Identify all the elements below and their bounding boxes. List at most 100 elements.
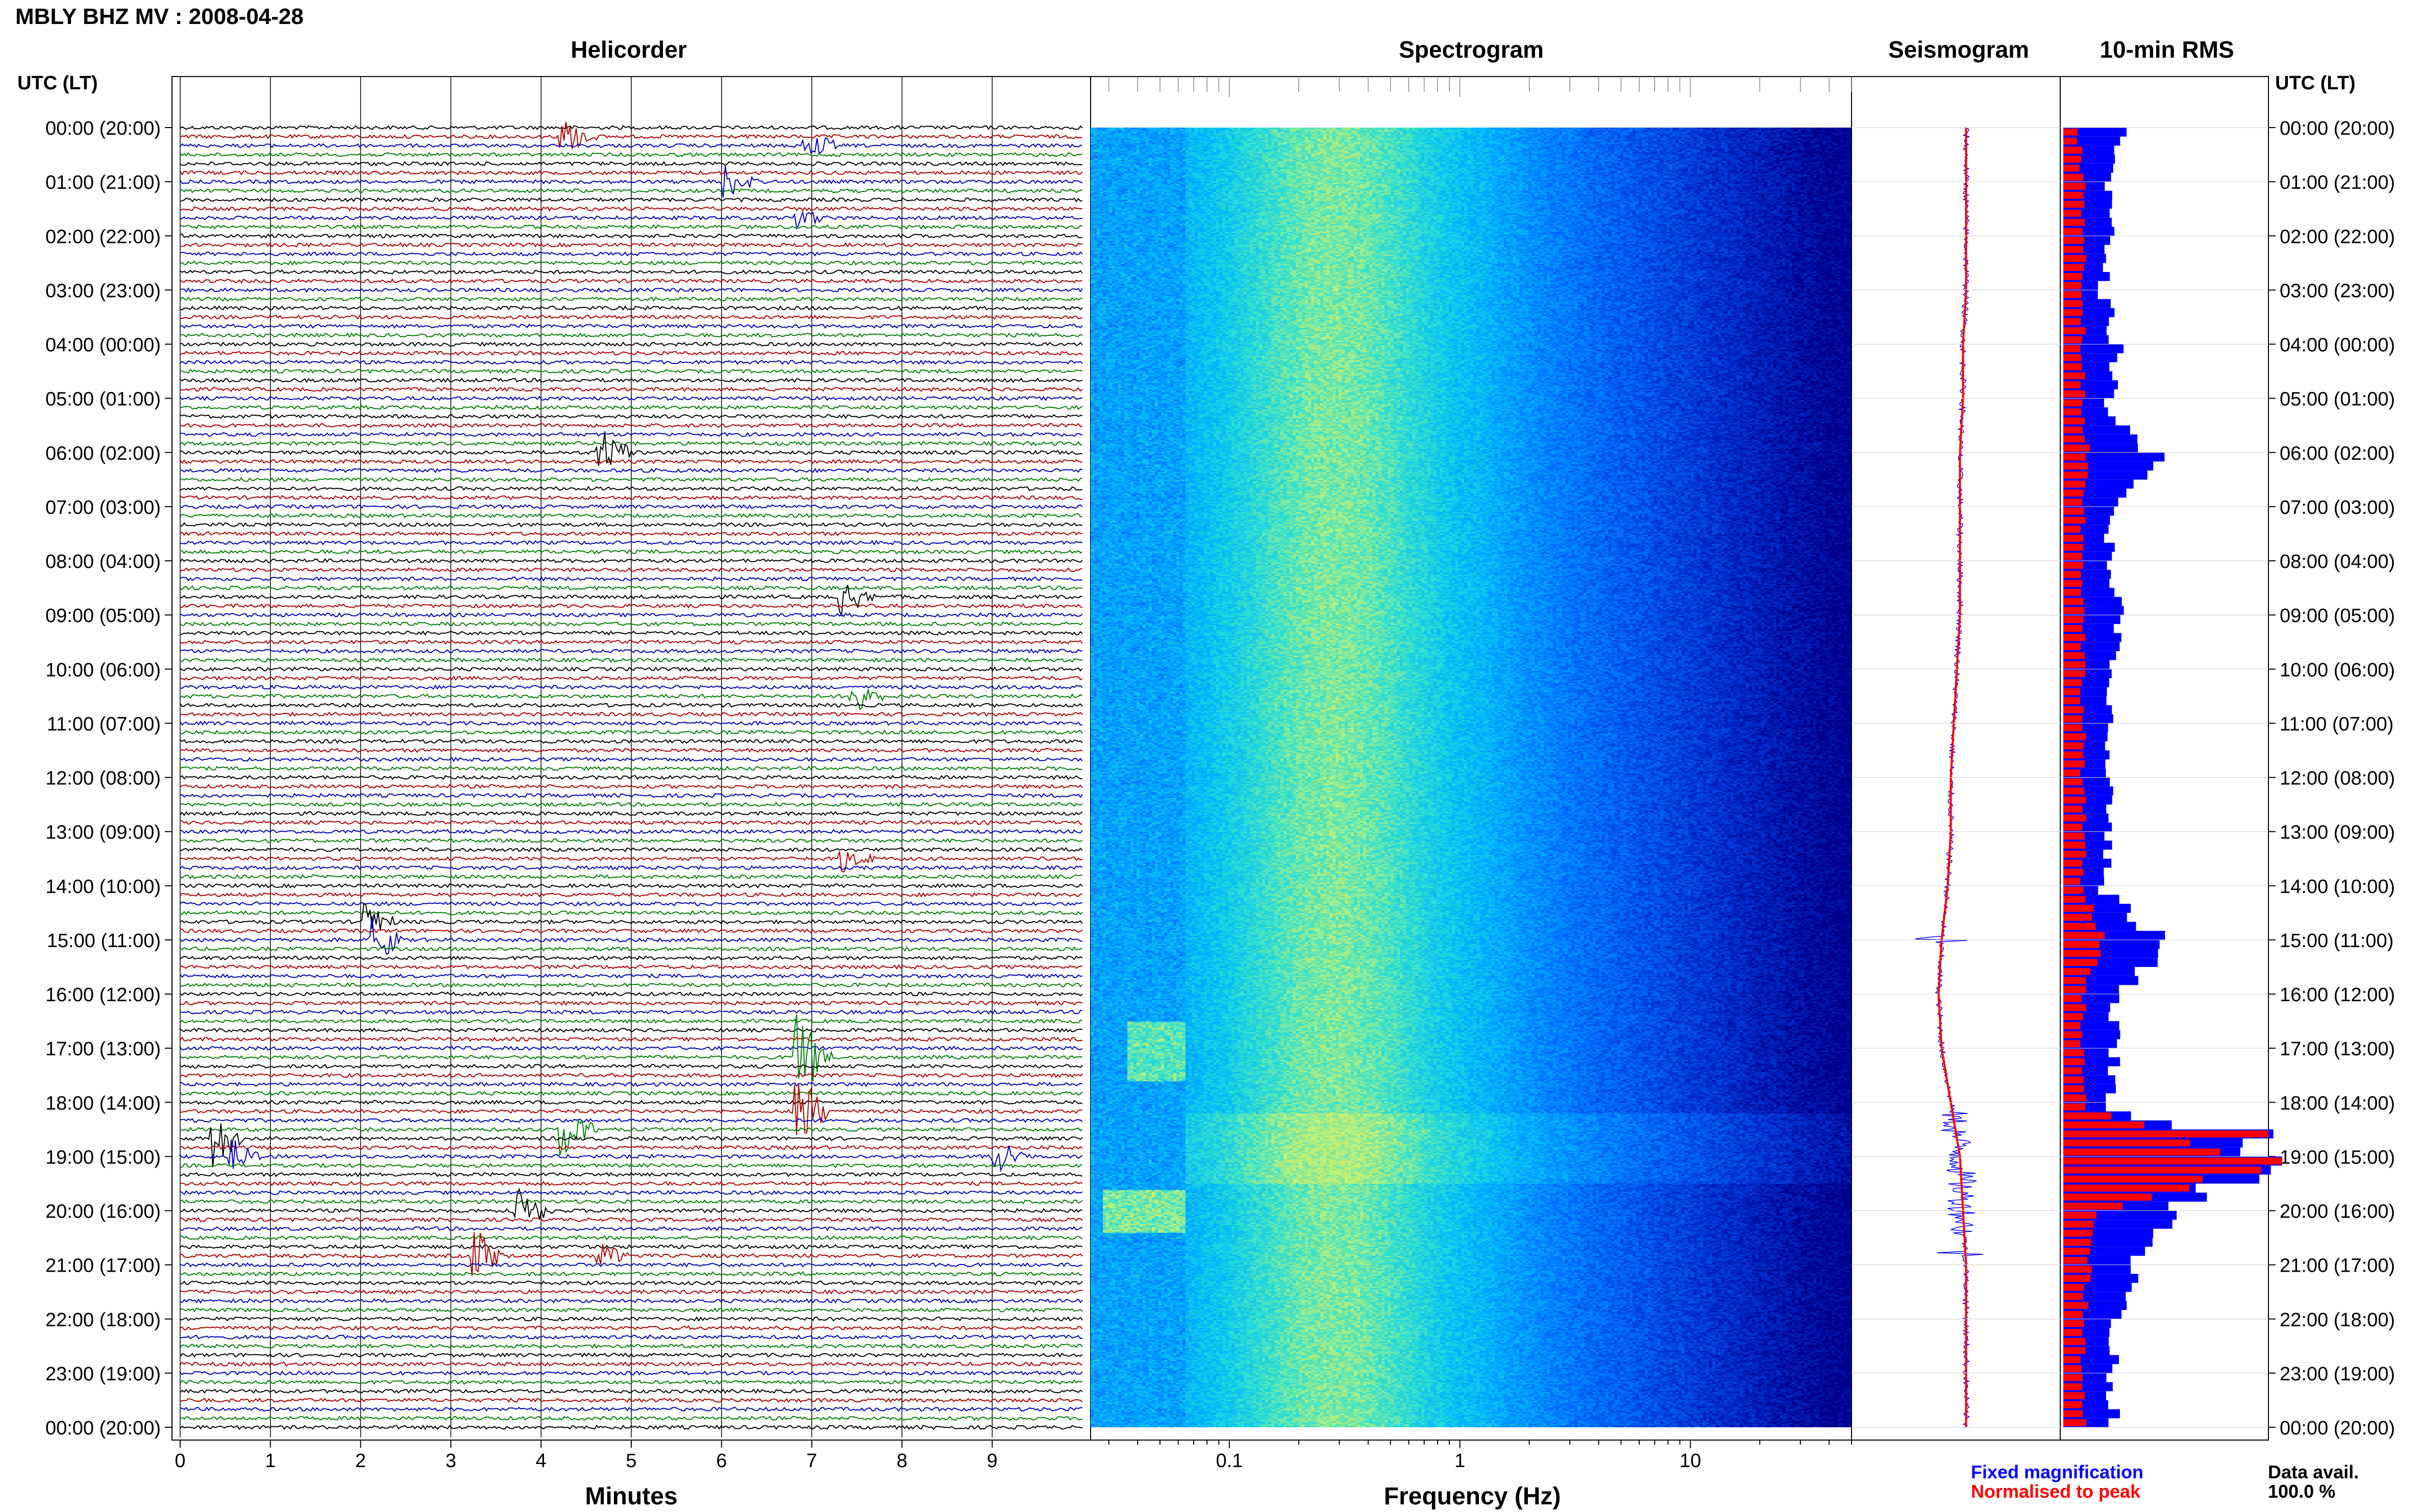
helicorder-trace bbox=[180, 1424, 1083, 1430]
rms-bar-normalised bbox=[2063, 1040, 2081, 1048]
rms-bar-normalised bbox=[2063, 291, 2082, 299]
time-label-right: 22:00 (18:00) bbox=[2280, 1309, 2395, 1331]
helicorder-trace bbox=[180, 973, 1083, 979]
helicorder-trace bbox=[180, 513, 1083, 518]
time-label-left: 00:00 (20:00) bbox=[45, 1418, 161, 1439]
helicorder-trace bbox=[180, 165, 1083, 198]
time-label-right: 19:00 (15:00) bbox=[2280, 1147, 2395, 1168]
helicorder-trace bbox=[180, 585, 1083, 591]
helicorder-trace bbox=[180, 1298, 1083, 1304]
helicorder-trace bbox=[180, 838, 1083, 844]
seismogram-title: Seismogram bbox=[1888, 36, 2030, 63]
rms-bar-normalised bbox=[2063, 778, 2083, 786]
rms-bar-normalised bbox=[2063, 1238, 2091, 1246]
helicorder-trace bbox=[180, 928, 1083, 934]
rms-bar-normalised bbox=[2063, 1175, 2203, 1183]
helicorder-trace bbox=[180, 901, 1083, 907]
rms-bar-normalised bbox=[2063, 146, 2083, 154]
time-label-right: 13:00 (09:00) bbox=[2280, 822, 2395, 844]
helicorder-trace bbox=[180, 260, 1083, 266]
rms-bar-normalised bbox=[2063, 688, 2081, 696]
helicorder-trace bbox=[180, 1343, 1083, 1349]
rms-bar-normalised bbox=[2063, 372, 2085, 380]
time-label-right: 10:00 (06:00) bbox=[2280, 659, 2395, 681]
time-label-left: 11:00 (07:00) bbox=[47, 713, 161, 735]
rms-bar-normalised bbox=[2063, 995, 2082, 1002]
helicorder-trace bbox=[180, 332, 1083, 338]
time-label-left: 06:00 (02:00) bbox=[45, 443, 161, 464]
helicorder-trace bbox=[180, 729, 1083, 735]
helicorder-trace bbox=[180, 188, 1083, 193]
rms-bar-normalised bbox=[2063, 435, 2085, 443]
rms-bar-normalised bbox=[2063, 228, 2083, 235]
helicorder-trace bbox=[180, 612, 1083, 618]
rms-bar-normalised bbox=[2063, 1194, 2152, 1201]
rms-bar-normalised bbox=[2063, 1112, 2112, 1120]
helicorder-trace bbox=[180, 1063, 1083, 1069]
rms-bar-fixed bbox=[2063, 136, 2120, 146]
rms-bar-normalised bbox=[2063, 327, 2086, 334]
rms-bar-normalised bbox=[2063, 1022, 2081, 1029]
helicorder-trace bbox=[180, 1361, 1083, 1367]
rms-bar-normalised bbox=[2063, 173, 2084, 181]
helicorder-trace bbox=[180, 584, 1083, 617]
helicorder-trace bbox=[180, 874, 1083, 880]
time-label-left: 07:00 (03:00) bbox=[45, 497, 161, 518]
helicorder-trace bbox=[180, 1388, 1083, 1394]
rms-bar-normalised bbox=[2063, 1103, 2085, 1110]
rms-bar-normalised bbox=[2063, 562, 2083, 569]
rms-bar-normalised bbox=[2063, 878, 2081, 885]
rms-bars bbox=[2060, 127, 2282, 1428]
rms-bar-normalised bbox=[2063, 607, 2085, 614]
helicorder-trace bbox=[180, 486, 1083, 491]
helicorder-trace bbox=[180, 224, 1083, 230]
time-label-left: 15:00 (11:00) bbox=[47, 930, 161, 952]
rms-bar-normalised bbox=[2063, 1004, 2086, 1011]
rms-bar-normalised bbox=[2063, 841, 2085, 849]
helicorder-trace bbox=[180, 1416, 1083, 1421]
rms-bar-normalised bbox=[2063, 814, 2086, 822]
helicorder-trace bbox=[180, 540, 1083, 546]
helicorder-trace bbox=[180, 982, 1083, 988]
helicorder-trace bbox=[180, 405, 1083, 410]
helicorder-trace bbox=[180, 1235, 1083, 1241]
rms-bar-normalised bbox=[2063, 1031, 2082, 1038]
time-label-left: 09:00 (05:00) bbox=[45, 605, 161, 627]
helicorder-trace bbox=[180, 865, 1083, 871]
time-label-left: 12:00 (08:00) bbox=[45, 768, 161, 789]
rms-bar-normalised bbox=[2063, 472, 2088, 479]
rms-bar-normalised bbox=[2063, 137, 2077, 145]
spectrogram-axis: 0.1 1 10 bbox=[1108, 77, 1852, 1472]
time-label-left: 01:00 (21:00) bbox=[45, 172, 161, 193]
rms-bar-normalised bbox=[2063, 1248, 2090, 1255]
helicorder-trace bbox=[180, 721, 1083, 726]
rms-bar-normalised bbox=[2063, 156, 2082, 163]
rms-bar-normalised bbox=[2063, 489, 2084, 497]
time-label-left: 00:00 (20:00) bbox=[45, 118, 161, 139]
helicorder-trace bbox=[180, 137, 1083, 155]
rms-bar-normalised bbox=[2063, 598, 2084, 605]
rms-bar-normalised bbox=[2063, 1202, 2122, 1210]
rms-bar-normalised bbox=[2063, 129, 2078, 136]
rms-bar-normalised bbox=[2063, 354, 2082, 361]
rms-bar-normalised bbox=[2063, 1356, 2081, 1364]
rms-bar-normalised bbox=[2063, 742, 2084, 750]
time-label-right: 05:00 (01:00) bbox=[2280, 389, 2395, 410]
helicorder-trace bbox=[180, 1232, 1083, 1276]
helicorder-trace bbox=[180, 359, 1083, 365]
time-label-right: 16:00 (12:00) bbox=[2280, 984, 2395, 1006]
rms-bar-normalised bbox=[2063, 1013, 2084, 1021]
helicorder-trace bbox=[180, 1244, 1083, 1250]
rms-bar-normalised bbox=[2063, 318, 2081, 326]
helicorder-trace bbox=[180, 1036, 1083, 1042]
rms-bar-normalised bbox=[2063, 1320, 2084, 1327]
helicorder-trace bbox=[180, 1187, 1083, 1220]
helicorder-trace bbox=[180, 1081, 1083, 1087]
helicorder-trace bbox=[180, 792, 1083, 798]
helicorder-trace bbox=[180, 1162, 1083, 1169]
helicorder-trace bbox=[180, 1280, 1083, 1285]
time-label-right: 04:00 (00:00) bbox=[2280, 335, 2395, 356]
helicorder-trace bbox=[180, 883, 1083, 888]
helicorder-traces: 0 1 2 3 4 5 6 7 8 9 bbox=[175, 77, 1083, 1472]
